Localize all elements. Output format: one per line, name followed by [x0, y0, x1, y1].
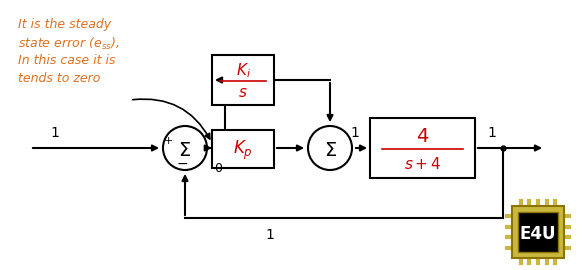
Text: E4U: E4U — [520, 225, 556, 243]
Text: $4$: $4$ — [416, 127, 429, 146]
Text: 0: 0 — [214, 162, 222, 175]
Text: $\Sigma$: $\Sigma$ — [324, 140, 336, 160]
Text: $s$: $s$ — [238, 85, 248, 100]
Text: +: + — [164, 136, 173, 146]
Text: 1: 1 — [488, 126, 496, 140]
Text: $\Sigma$: $\Sigma$ — [179, 140, 192, 160]
Text: It is the steady: It is the steady — [18, 18, 111, 31]
Text: $K_i$: $K_i$ — [235, 62, 251, 80]
Text: 1: 1 — [266, 228, 274, 242]
Bar — [518, 212, 558, 252]
Text: $K_p$: $K_p$ — [233, 139, 253, 162]
Text: 1: 1 — [350, 126, 359, 140]
FancyArrowPatch shape — [133, 99, 210, 139]
Bar — [512, 206, 564, 258]
Text: −: − — [176, 157, 188, 171]
Bar — [212, 130, 274, 168]
Bar — [212, 55, 274, 105]
Text: In this case it is: In this case it is — [18, 54, 116, 67]
Text: $s+4$: $s+4$ — [404, 156, 442, 172]
Bar — [370, 118, 475, 178]
Text: 1: 1 — [51, 126, 60, 140]
Text: state error (e$_{ss}$),: state error (e$_{ss}$), — [18, 36, 120, 52]
Text: tends to zero: tends to zero — [18, 72, 100, 85]
